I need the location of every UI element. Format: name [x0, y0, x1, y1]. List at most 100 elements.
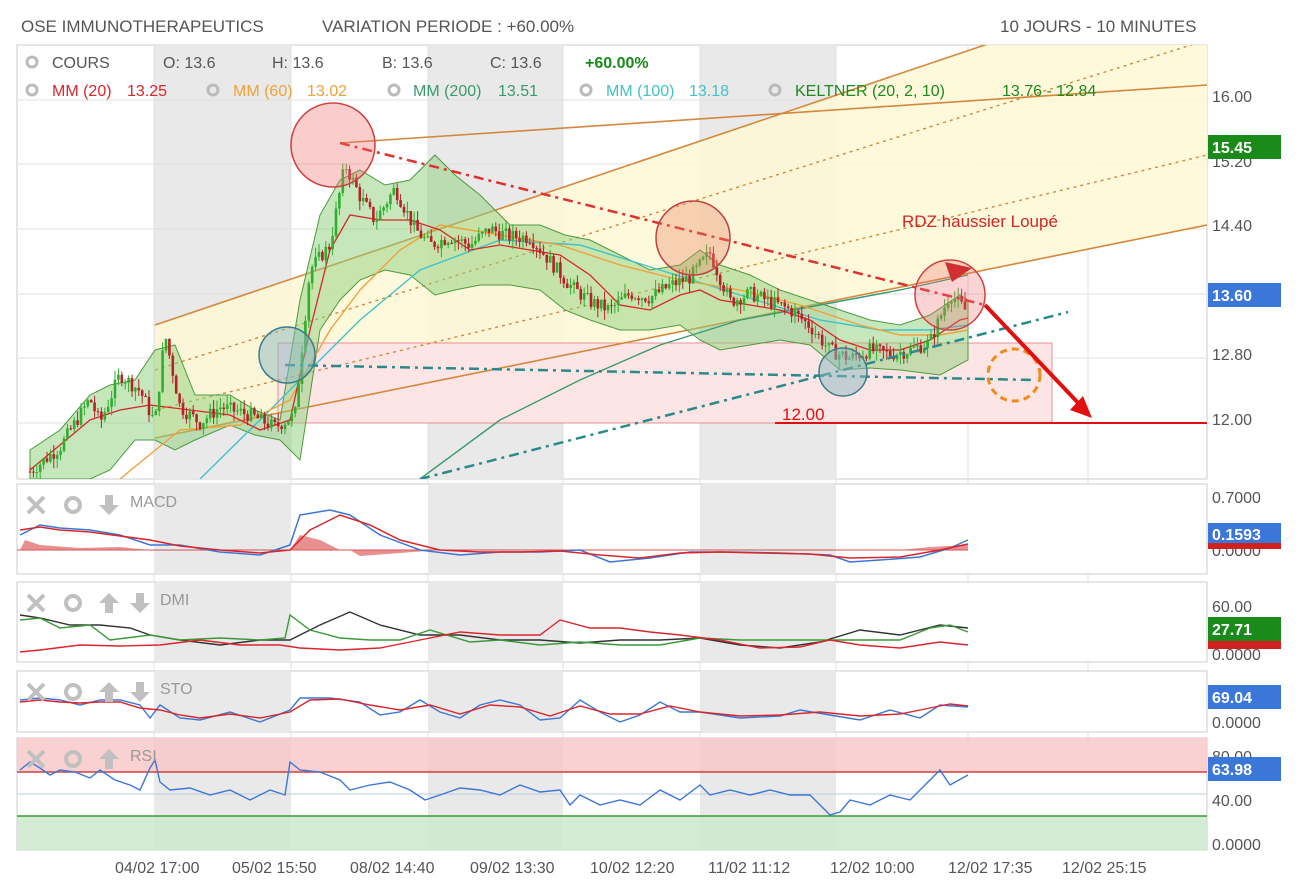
candle-body — [899, 351, 902, 356]
candle-body — [610, 305, 613, 307]
arrow-down-icon[interactable] — [130, 682, 150, 702]
candle-body — [807, 321, 810, 328]
sto-panel: STO 0.0000 69.04 — [16, 670, 1281, 733]
gear-icon[interactable] — [25, 55, 39, 69]
gear-icon[interactable] — [206, 83, 220, 97]
gear-icon[interactable] — [768, 83, 782, 97]
macd-signal-tag — [1208, 543, 1281, 549]
candle-body — [950, 302, 953, 304]
candle-body — [416, 220, 419, 231]
candle-body — [878, 344, 882, 347]
candle-body — [640, 298, 644, 301]
candle-body — [100, 411, 103, 420]
arrow-down-icon[interactable] — [99, 495, 119, 515]
gear-icon[interactable] — [64, 496, 82, 514]
time-axis: 04/02 17:00 05/02 15:50 08/02 14:40 09/0… — [115, 860, 1147, 877]
dmi-minus-tag — [1208, 641, 1281, 649]
candle-body — [817, 333, 821, 335]
candle-body — [409, 210, 413, 226]
candle-body — [273, 419, 277, 423]
candle-body — [399, 200, 402, 207]
candle-body — [467, 243, 470, 249]
projection-arrow — [983, 303, 1085, 410]
close-icon[interactable] — [26, 682, 46, 702]
candle-body — [776, 297, 780, 303]
candle-body — [161, 350, 164, 392]
candle-body — [586, 292, 589, 294]
candle-body — [140, 390, 144, 396]
gear-icon[interactable] — [64, 750, 82, 768]
candle-body — [674, 280, 678, 286]
gear-icon[interactable] — [64, 683, 82, 701]
candle-body — [86, 400, 90, 407]
candle-body — [103, 412, 107, 420]
dmi-tick-zero: 0.0000 — [1212, 647, 1261, 664]
time-tick: 04/02 17:00 — [115, 860, 200, 877]
close-icon[interactable] — [26, 593, 46, 613]
candle-body — [667, 283, 671, 289]
time-tick: 08/02 14:40 — [350, 860, 435, 877]
candle-body — [494, 226, 498, 232]
candle-body — [576, 282, 579, 290]
candle-body — [531, 242, 535, 249]
candle-body — [317, 251, 321, 257]
candle-body — [293, 407, 297, 414]
close-icon[interactable] — [26, 495, 46, 515]
candle-body — [429, 236, 433, 242]
legend-mm60-value: 13.02 — [307, 83, 347, 100]
candle-body — [875, 344, 878, 352]
candle-body — [946, 303, 950, 308]
candle-body — [746, 289, 749, 299]
gear-icon[interactable] — [25, 83, 39, 97]
candle-body — [246, 414, 249, 421]
candle-body — [559, 262, 562, 278]
candle-body — [477, 233, 481, 241]
candle-body — [69, 428, 73, 430]
candle-body — [144, 395, 147, 397]
candle-body — [712, 253, 715, 268]
candle-body — [378, 210, 382, 221]
candle-body — [684, 275, 688, 282]
gear-icon[interactable] — [387, 83, 401, 97]
arrow-up-icon[interactable] — [99, 682, 119, 702]
gear-icon[interactable] — [579, 83, 593, 97]
arrow-down-icon[interactable] — [130, 593, 150, 613]
candle-body — [963, 301, 967, 310]
candle-body — [96, 411, 100, 413]
candle-body — [885, 350, 889, 352]
gear-icon[interactable] — [64, 594, 82, 612]
candle-body — [681, 278, 685, 282]
candle-body — [297, 383, 300, 408]
instrument-title: OSE IMMUNOTHERAPEUTICS — [21, 17, 264, 36]
candle-body — [239, 408, 243, 411]
arrow-up-icon[interactable] — [99, 749, 119, 769]
candle-body — [715, 267, 719, 275]
candle-body — [256, 414, 260, 419]
dmi-label: DMI — [160, 592, 189, 609]
candle-body — [402, 206, 406, 213]
candle-body — [120, 374, 124, 383]
candle-body — [797, 310, 800, 314]
legend-mm20-label: MM (20) — [52, 83, 112, 100]
candle-body — [664, 284, 668, 289]
candle-body — [205, 418, 209, 424]
candle-body — [800, 313, 804, 320]
candle-body — [355, 177, 358, 188]
candle-body — [270, 419, 273, 428]
candle-body — [572, 282, 576, 286]
regression-channel — [155, 45, 1207, 438]
candle-body — [933, 334, 936, 338]
legend-mm100-label: MM (100) — [606, 83, 674, 100]
candle-body — [912, 346, 916, 348]
candle-body — [446, 242, 450, 246]
price-tag-high-value: 15.45 — [1212, 140, 1252, 157]
arrow-up-icon[interactable] — [99, 593, 119, 613]
candle-body — [123, 382, 127, 384]
candle-body — [552, 256, 555, 273]
candle-body — [909, 347, 912, 355]
close-icon[interactable] — [26, 749, 46, 769]
candle-body — [732, 297, 736, 306]
target-circle — [986, 347, 1042, 403]
candle-body — [229, 402, 232, 405]
